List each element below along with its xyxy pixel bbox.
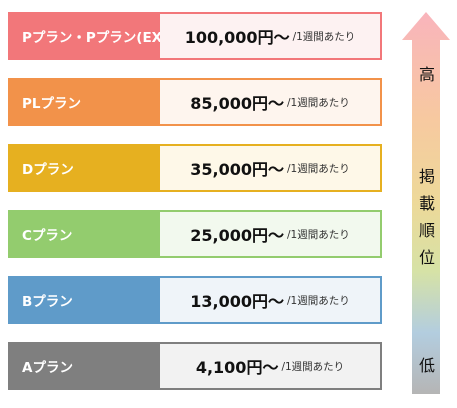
plan-row-a: Aプラン 4,100円〜 /1週間あたり bbox=[8, 342, 382, 390]
plan-label: Cプラン bbox=[10, 212, 160, 256]
plan-row-p: Pプラン・Pプラン(EX) 100,000円〜 /1週間あたり bbox=[8, 12, 382, 60]
scale-title: 掲 載 順 位 bbox=[412, 163, 442, 271]
scale-title-char: 位 bbox=[418, 248, 435, 267]
scale-title-char: 掲 bbox=[418, 167, 435, 186]
plan-unit: /1週間あたり bbox=[287, 162, 350, 175]
plan-label: Aプラン bbox=[10, 344, 160, 388]
plan-unit: /1週間あたり bbox=[287, 294, 350, 307]
plan-price-box: 13,000円〜 /1週間あたり bbox=[160, 278, 380, 322]
plan-label: Bプラン bbox=[10, 278, 160, 322]
plan-price-box: 85,000円〜 /1週間あたり bbox=[160, 80, 380, 124]
plan-unit: /1週間あたり bbox=[281, 360, 345, 373]
plan-row-c: Cプラン 25,000円〜 /1週間あたり bbox=[8, 210, 382, 258]
plan-price: 25,000円〜 bbox=[190, 226, 285, 245]
plan-label: PLプラン bbox=[10, 80, 160, 124]
plan-unit: /1週間あたり bbox=[287, 228, 350, 241]
plan-row-d: Dプラン 35,000円〜 /1週間あたり bbox=[8, 144, 382, 192]
scale-title-char: 順 bbox=[418, 221, 435, 240]
plan-unit: /1週間あたり bbox=[292, 30, 356, 43]
plan-price: 100,000円〜 bbox=[184, 28, 290, 47]
scale-title-char: 載 bbox=[418, 194, 435, 213]
plan-price-box: 25,000円〜 /1週間あたり bbox=[160, 212, 380, 256]
plan-label: Pプラン・Pプラン(EX) bbox=[10, 14, 168, 58]
plan-price: 85,000円〜 bbox=[190, 94, 285, 113]
plan-price-box: 100,000円〜 /1週間あたり bbox=[160, 14, 380, 58]
plan-price: 35,000円〜 bbox=[190, 160, 285, 179]
scale-high-label: 高 bbox=[418, 65, 435, 84]
plan-price: 13,000円〜 bbox=[190, 292, 285, 311]
ranking-arrow-icon bbox=[402, 12, 450, 394]
plan-row-b: Bプラン 13,000円〜 /1週間あたり bbox=[8, 276, 382, 324]
plan-label: Dプラン bbox=[10, 146, 160, 190]
scale-low-label: 低 bbox=[418, 356, 435, 375]
plan-price: 4,100円〜 bbox=[195, 358, 279, 377]
plan-row-pl: PLプラン 85,000円〜 /1週間あたり bbox=[8, 78, 382, 126]
plan-price-box: 4,100円〜 /1週間あたり bbox=[160, 344, 380, 388]
plan-price-box: 35,000円〜 /1週間あたり bbox=[160, 146, 380, 190]
plan-unit: /1週間あたり bbox=[287, 96, 350, 109]
